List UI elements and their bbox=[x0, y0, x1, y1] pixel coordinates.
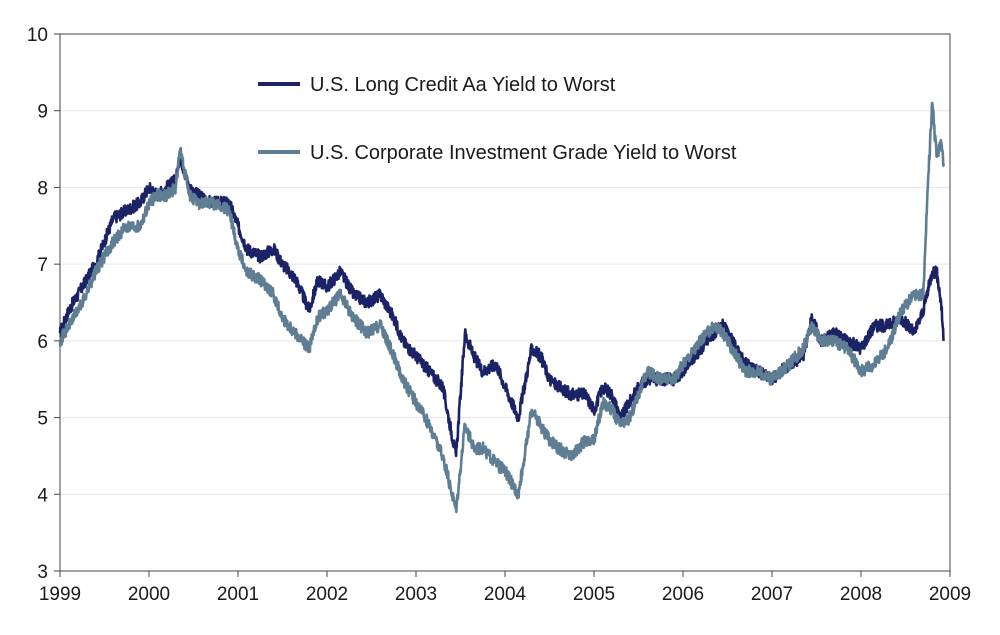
legend-label-long-credit: U.S. Long Credit Aa Yield to Worst bbox=[310, 74, 616, 96]
x-tick-label: 2003 bbox=[395, 584, 437, 605]
series-line-corporate-ig bbox=[58, 101, 946, 514]
x-tick-label: 2001 bbox=[217, 584, 259, 605]
y-tick-label: 4 bbox=[37, 485, 48, 506]
x-tick-label: 2002 bbox=[306, 584, 348, 605]
x-tick-label: 2005 bbox=[573, 584, 615, 605]
legend: U.S. Long Credit Aa Yield to Worst U.S. … bbox=[258, 74, 737, 164]
legend-label-corporate-ig: U.S. Corporate Investment Grade Yield to… bbox=[310, 142, 737, 164]
x-tick-label: 1999 bbox=[39, 584, 81, 605]
x-axis: 1999 2000 2001 2002 2003 2004 2005 2006 2007 2008… bbox=[39, 571, 971, 605]
x-tick-label: 2008 bbox=[840, 584, 882, 605]
y-axis: 3 4 5 6 7 8 9 10 bbox=[27, 25, 60, 583]
x-tick-label: 2009 bbox=[929, 584, 971, 605]
x-tick-label: 2007 bbox=[751, 584, 793, 605]
x-tick-label: 2006 bbox=[662, 584, 704, 605]
y-tick-label: 5 bbox=[37, 409, 48, 430]
y-tick-label: 10 bbox=[27, 25, 48, 46]
y-tick-label: 3 bbox=[37, 562, 48, 583]
x-tick-label: 2004 bbox=[484, 584, 527, 605]
x-tick-label: 2000 bbox=[128, 584, 170, 605]
series-layer bbox=[58, 101, 946, 514]
y-tick-label: 6 bbox=[37, 332, 48, 353]
y-tick-label: 7 bbox=[37, 255, 48, 276]
y-tick-label: 8 bbox=[37, 178, 48, 199]
y-tick-label: 9 bbox=[37, 102, 48, 123]
plot-area-border bbox=[59, 33, 951, 572]
grid-layer bbox=[60, 110, 950, 495]
